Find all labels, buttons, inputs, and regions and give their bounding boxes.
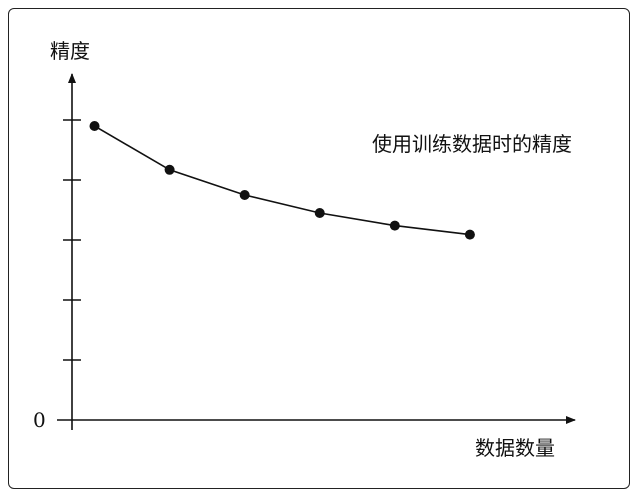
series-line <box>94 125 471 236</box>
y-axis-label: 精度 <box>50 39 90 63</box>
data-point-6 <box>464 229 475 240</box>
series-annotation: 使用训练数据时的精度 <box>372 132 572 156</box>
x-axis-label: 数据数量 <box>475 436 555 460</box>
data-point-3 <box>239 190 250 200</box>
series-group <box>89 121 475 240</box>
y-origin-label: 0 <box>33 408 46 432</box>
data-point-4 <box>314 208 325 218</box>
data-point-2 <box>164 164 175 175</box>
data-point-5 <box>389 220 400 231</box>
series-points <box>89 121 475 240</box>
y-ticks <box>63 119 81 361</box>
chart-frame <box>8 8 630 489</box>
data-point-1 <box>89 121 100 131</box>
